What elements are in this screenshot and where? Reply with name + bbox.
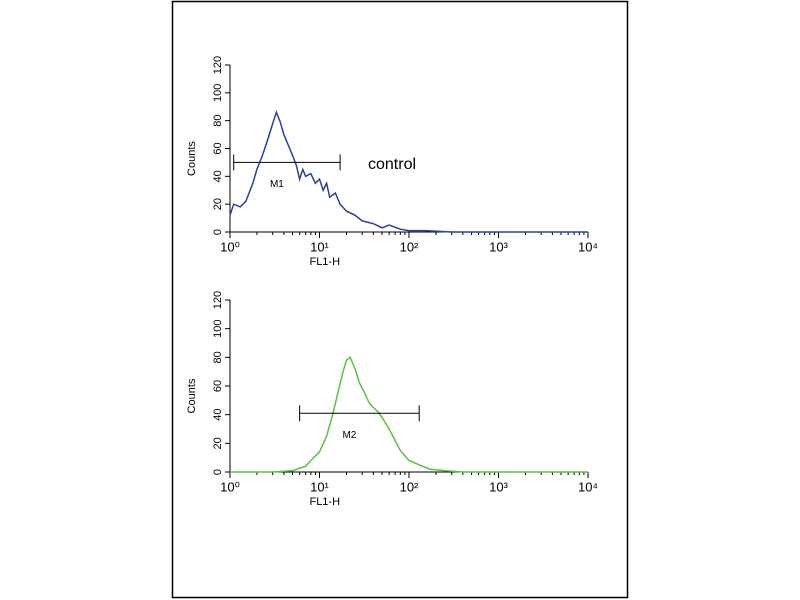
x-tick-label: 10⁰	[220, 479, 240, 494]
y-tick-label: 40	[212, 409, 224, 421]
y-tick-label: 120	[212, 291, 224, 309]
histogram-line	[230, 356, 588, 473]
y-tick-label: 60	[212, 380, 224, 392]
annotation: control	[368, 156, 416, 173]
x-tick-label: 10⁴	[578, 239, 598, 254]
y-axis-label: Counts	[186, 378, 198, 413]
x-tick-label: 10²	[400, 239, 419, 254]
y-tick-label: 100	[212, 84, 224, 102]
y-tick-label: 0	[212, 469, 224, 475]
x-tick-label: 10³	[489, 239, 508, 254]
x-axis-label: FL1-H	[309, 496, 340, 508]
y-tick-label: 20	[212, 198, 224, 210]
y-tick-label: 0	[212, 229, 224, 235]
frame	[171, 0, 629, 599]
y-tick-label: 120	[212, 56, 224, 74]
x-tick-label: 10²	[400, 479, 419, 494]
y-tick-label: 100	[212, 319, 224, 337]
y-tick-label: 60	[212, 142, 224, 154]
histogram-line	[229, 110, 588, 233]
marker-label: M1	[270, 179, 284, 190]
x-tick-label: 10⁴	[578, 479, 598, 494]
y-tick-label: 80	[212, 351, 224, 363]
marker-label: M2	[342, 430, 356, 441]
x-tick-label: 10¹	[310, 239, 329, 254]
x-axis-label: FL1-H	[309, 256, 340, 268]
y-tick-label: 80	[212, 115, 224, 127]
y-tick-label: 20	[212, 437, 224, 449]
y-tick-label: 40	[212, 170, 224, 182]
x-tick-label: 10⁰	[220, 239, 240, 254]
x-tick-label: 10³	[489, 479, 508, 494]
x-tick-label: 10¹	[310, 479, 329, 494]
y-axis-label: Counts	[186, 141, 198, 176]
